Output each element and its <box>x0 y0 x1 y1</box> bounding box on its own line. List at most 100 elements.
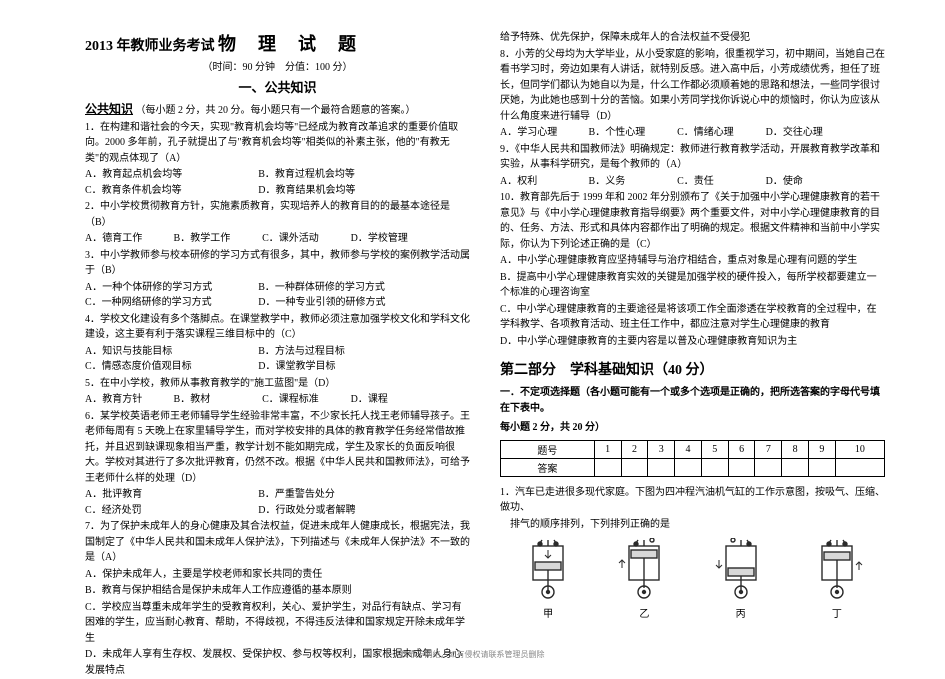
engine-icon <box>711 538 771 603</box>
q1-stem: 1．在构建和谐社会的今天，实现"教育机会均等"已经成为教育改革追求的重要价值取向… <box>85 120 470 167</box>
tbl-h0: 题号 <box>501 440 595 458</box>
tbl-col-8: 8 <box>782 440 809 458</box>
tbl-col-7: 7 <box>755 440 782 458</box>
ans-10 <box>835 458 884 476</box>
q6-opt-d: D．行政处分或者解聘 <box>258 503 431 519</box>
q3-opt-d: D．一种专业引领的研修方式 <box>258 295 431 311</box>
q8-opt-d: D．交往心理 <box>766 125 855 141</box>
q3-opt-b: B．一种群体研修的学习方式 <box>258 280 431 296</box>
tbl-col-9: 9 <box>809 440 836 458</box>
q5-opt-c: C．课程标准 <box>262 392 351 408</box>
q6-opt-a: A．批评教育 <box>85 487 258 503</box>
tbl-col-3: 3 <box>648 440 675 458</box>
q2-opt-c: C．课外活动 <box>262 231 351 247</box>
q7-opt-a: A．保护未成年人，主要是学校老师和家长共同的责任 <box>85 567 470 583</box>
q10-opt-d: D．中小学心理健康教育的主要内容是以普及心理健康教育知识为主 <box>500 334 885 350</box>
q9-options: A．权利 B．义务 C．责任 D．使命 <box>500 174 885 190</box>
engine-yi: 乙 <box>614 538 674 620</box>
q5-options: A．教育方针 B．教材 C．课程标准 D．课程 <box>85 392 470 408</box>
page-footer: 仅靠于网络，如有侵权请联系管理员删除 <box>0 649 945 660</box>
q3-options: A．一种个体研修的学习方式 B．一种群体研修的学习方式 C．一种网络研修的学习方… <box>85 280 470 311</box>
q8-options: A．学习心理 B．个性心理 C．情绪心理 D．交往心理 <box>500 125 885 141</box>
q3-opt-a: A．一种个体研修的学习方式 <box>85 280 258 296</box>
q9-opt-c: C．责任 <box>677 174 766 190</box>
q7d-continuation: 给予特殊、优先保护，保障未成年人的合法权益不受侵犯 <box>500 30 885 46</box>
title-subject: 物 理 试 题 <box>218 34 358 54</box>
part1-instructions: （每小题 2 分，共 20 分。每小题只有一个最符合题意的答案。） <box>136 105 416 116</box>
tbl-col-2: 2 <box>621 440 648 458</box>
time-score: （时间：90 分钟 分值：100 分） <box>85 58 470 73</box>
q1-opt-c: C．教育条件机会均等 <box>85 183 258 199</box>
q10-opt-a: A．中小学心理健康教育应坚持辅导与治疗相结合，重点对象是心理有问题的学生 <box>500 253 885 269</box>
q1-options: A．教育起点机会均等 B．教育过程机会均等 C．教育条件机会均等 D．教育结果机… <box>85 167 470 198</box>
engine-icon <box>518 538 578 603</box>
engine-label-jia: 甲 <box>543 605 553 620</box>
q2-opt-d: D．学校管理 <box>351 231 440 247</box>
ans-4 <box>675 458 702 476</box>
part1-heading: 一、公共知识 <box>85 77 470 96</box>
q10-opt-b: B．提高中小学心理健康教育实效的关键是加强学校的硬件投入，每所学校都要建立一个标… <box>500 270 885 301</box>
q2-opt-a: A．德育工作 <box>85 231 174 247</box>
q10-stem: 10．教育部先后于 1999 年和 2002 年分别颁布了《关于加强中小学心理健… <box>500 190 885 252</box>
q6-options: A．批评教育 B．严重警告处分 C．经济处罚 D．行政处分或者解聘 <box>85 487 470 518</box>
q5-opt-a: A．教育方针 <box>85 392 174 408</box>
q4-opt-b: B．方法与过程目标 <box>258 344 431 360</box>
q4-opt-a: A．知识与技能目标 <box>85 344 258 360</box>
q3-stem: 3．中小学教师参与校本研修的学习方式有很多，其中，教师参与学校的案例教学活动属于… <box>85 248 470 279</box>
ans-5 <box>701 458 728 476</box>
part2-section1b: 每小题 2 分，共 20 分） <box>500 420 885 436</box>
q4-opt-d: D．课堂教学目标 <box>258 359 431 375</box>
ans-7 <box>755 458 782 476</box>
engine-label-yi: 乙 <box>639 605 649 620</box>
engine-ding: 丁 <box>807 538 867 620</box>
part2-heading: 第二部分 学科基础知识（40 分） <box>500 359 885 379</box>
engine-diagrams: 甲 <box>500 538 885 620</box>
ans-1 <box>594 458 621 476</box>
q2-stem: 2．中小学校贯彻教育方针，实施素质教育，实现培养人的教育目的的最基本途径是（B） <box>85 199 470 230</box>
q2-options: A．德育工作 B．教学工作 C．课外活动 D．学校管理 <box>85 231 470 247</box>
q6-opt-b: B．严重警告处分 <box>258 487 431 503</box>
q6-opt-c: C．经济处罚 <box>85 503 258 519</box>
exam-title: 2013 年教师业务考试 物 理 试 题 <box>85 30 470 56</box>
part1-subheading: 公共知识 <box>85 102 133 116</box>
page-columns: 2013 年教师业务考试 物 理 试 题 （时间：90 分钟 分值：100 分）… <box>85 30 885 679</box>
engine-bing: 丙 <box>711 538 771 620</box>
tbl-col-5: 5 <box>701 440 728 458</box>
q7-stem: 7．为了保护未成年人的身心健康及其合法权益，促进未成年人健康成长，根据宪法，我国… <box>85 519 470 566</box>
q5-opt-d: D．课程 <box>351 392 440 408</box>
ans-9 <box>809 458 836 476</box>
q8-stem: 8．小芳的父母均为大学毕业，从小受家庭的影响，很重视学习，初中期间，当她自己在看… <box>500 47 885 125</box>
physics-q1: 1．汽车已走进很多现代家庭。下图为四冲程汽油机气缸的工作示意图，按吸气、压缩、做… <box>500 485 885 516</box>
ans-6 <box>728 458 755 476</box>
q9-opt-d: D．使命 <box>766 174 855 190</box>
ans-2 <box>621 458 648 476</box>
q8-opt-a: A．学习心理 <box>500 125 589 141</box>
q9-opt-a: A．权利 <box>500 174 589 190</box>
part2-section1: 一．不定项选择题（各小题可能有一个或多个选项是正确的，把所选答案的字母代号填在下… <box>500 385 885 416</box>
answer-table-header-row: 题号 1 2 3 4 5 6 7 8 9 10 <box>501 440 885 458</box>
q5-stem: 5．在中小学校，教师从事教育教学的"施工蓝图"是（D） <box>85 376 470 392</box>
tbl-col-4: 4 <box>675 440 702 458</box>
ans-8 <box>782 458 809 476</box>
engine-label-ding: 丁 <box>832 605 842 620</box>
tbl-col-10: 10 <box>835 440 884 458</box>
q7-opt-c: C．学校应当尊重未成年学生的受教育权利，关心、爱护学生，对品行有缺点、学习有困难… <box>85 600 470 647</box>
engine-label-bing: 丙 <box>736 605 746 620</box>
q4-opt-c: C．情感态度价值观目标 <box>85 359 258 375</box>
q8-opt-b: B．个性心理 <box>589 125 678 141</box>
q8-opt-c: C．情绪心理 <box>677 125 766 141</box>
q6-stem: 6．某学校英语老师王老师辅导学生经验非常丰富，不少家长托人找王老师辅导孩子。王老… <box>85 409 470 487</box>
engine-icon <box>614 538 674 603</box>
q9-opt-b: B．义务 <box>589 174 678 190</box>
q1-opt-b: B．教育过程机会均等 <box>258 167 431 183</box>
tbl-col-6: 6 <box>728 440 755 458</box>
ans-3 <box>648 458 675 476</box>
tbl-col-1: 1 <box>594 440 621 458</box>
title-year: 2013 年教师业务考试 <box>85 39 215 54</box>
engine-icon <box>807 538 867 603</box>
engine-jia: 甲 <box>518 538 578 620</box>
q3-opt-c: C．一种网络研修的学习方式 <box>85 295 258 311</box>
q1-opt-a: A．教育起点机会均等 <box>85 167 258 183</box>
tbl-h1: 答案 <box>501 458 595 476</box>
physics-q1b: 排气的顺序排列，下列排列正确的是 <box>500 517 885 533</box>
